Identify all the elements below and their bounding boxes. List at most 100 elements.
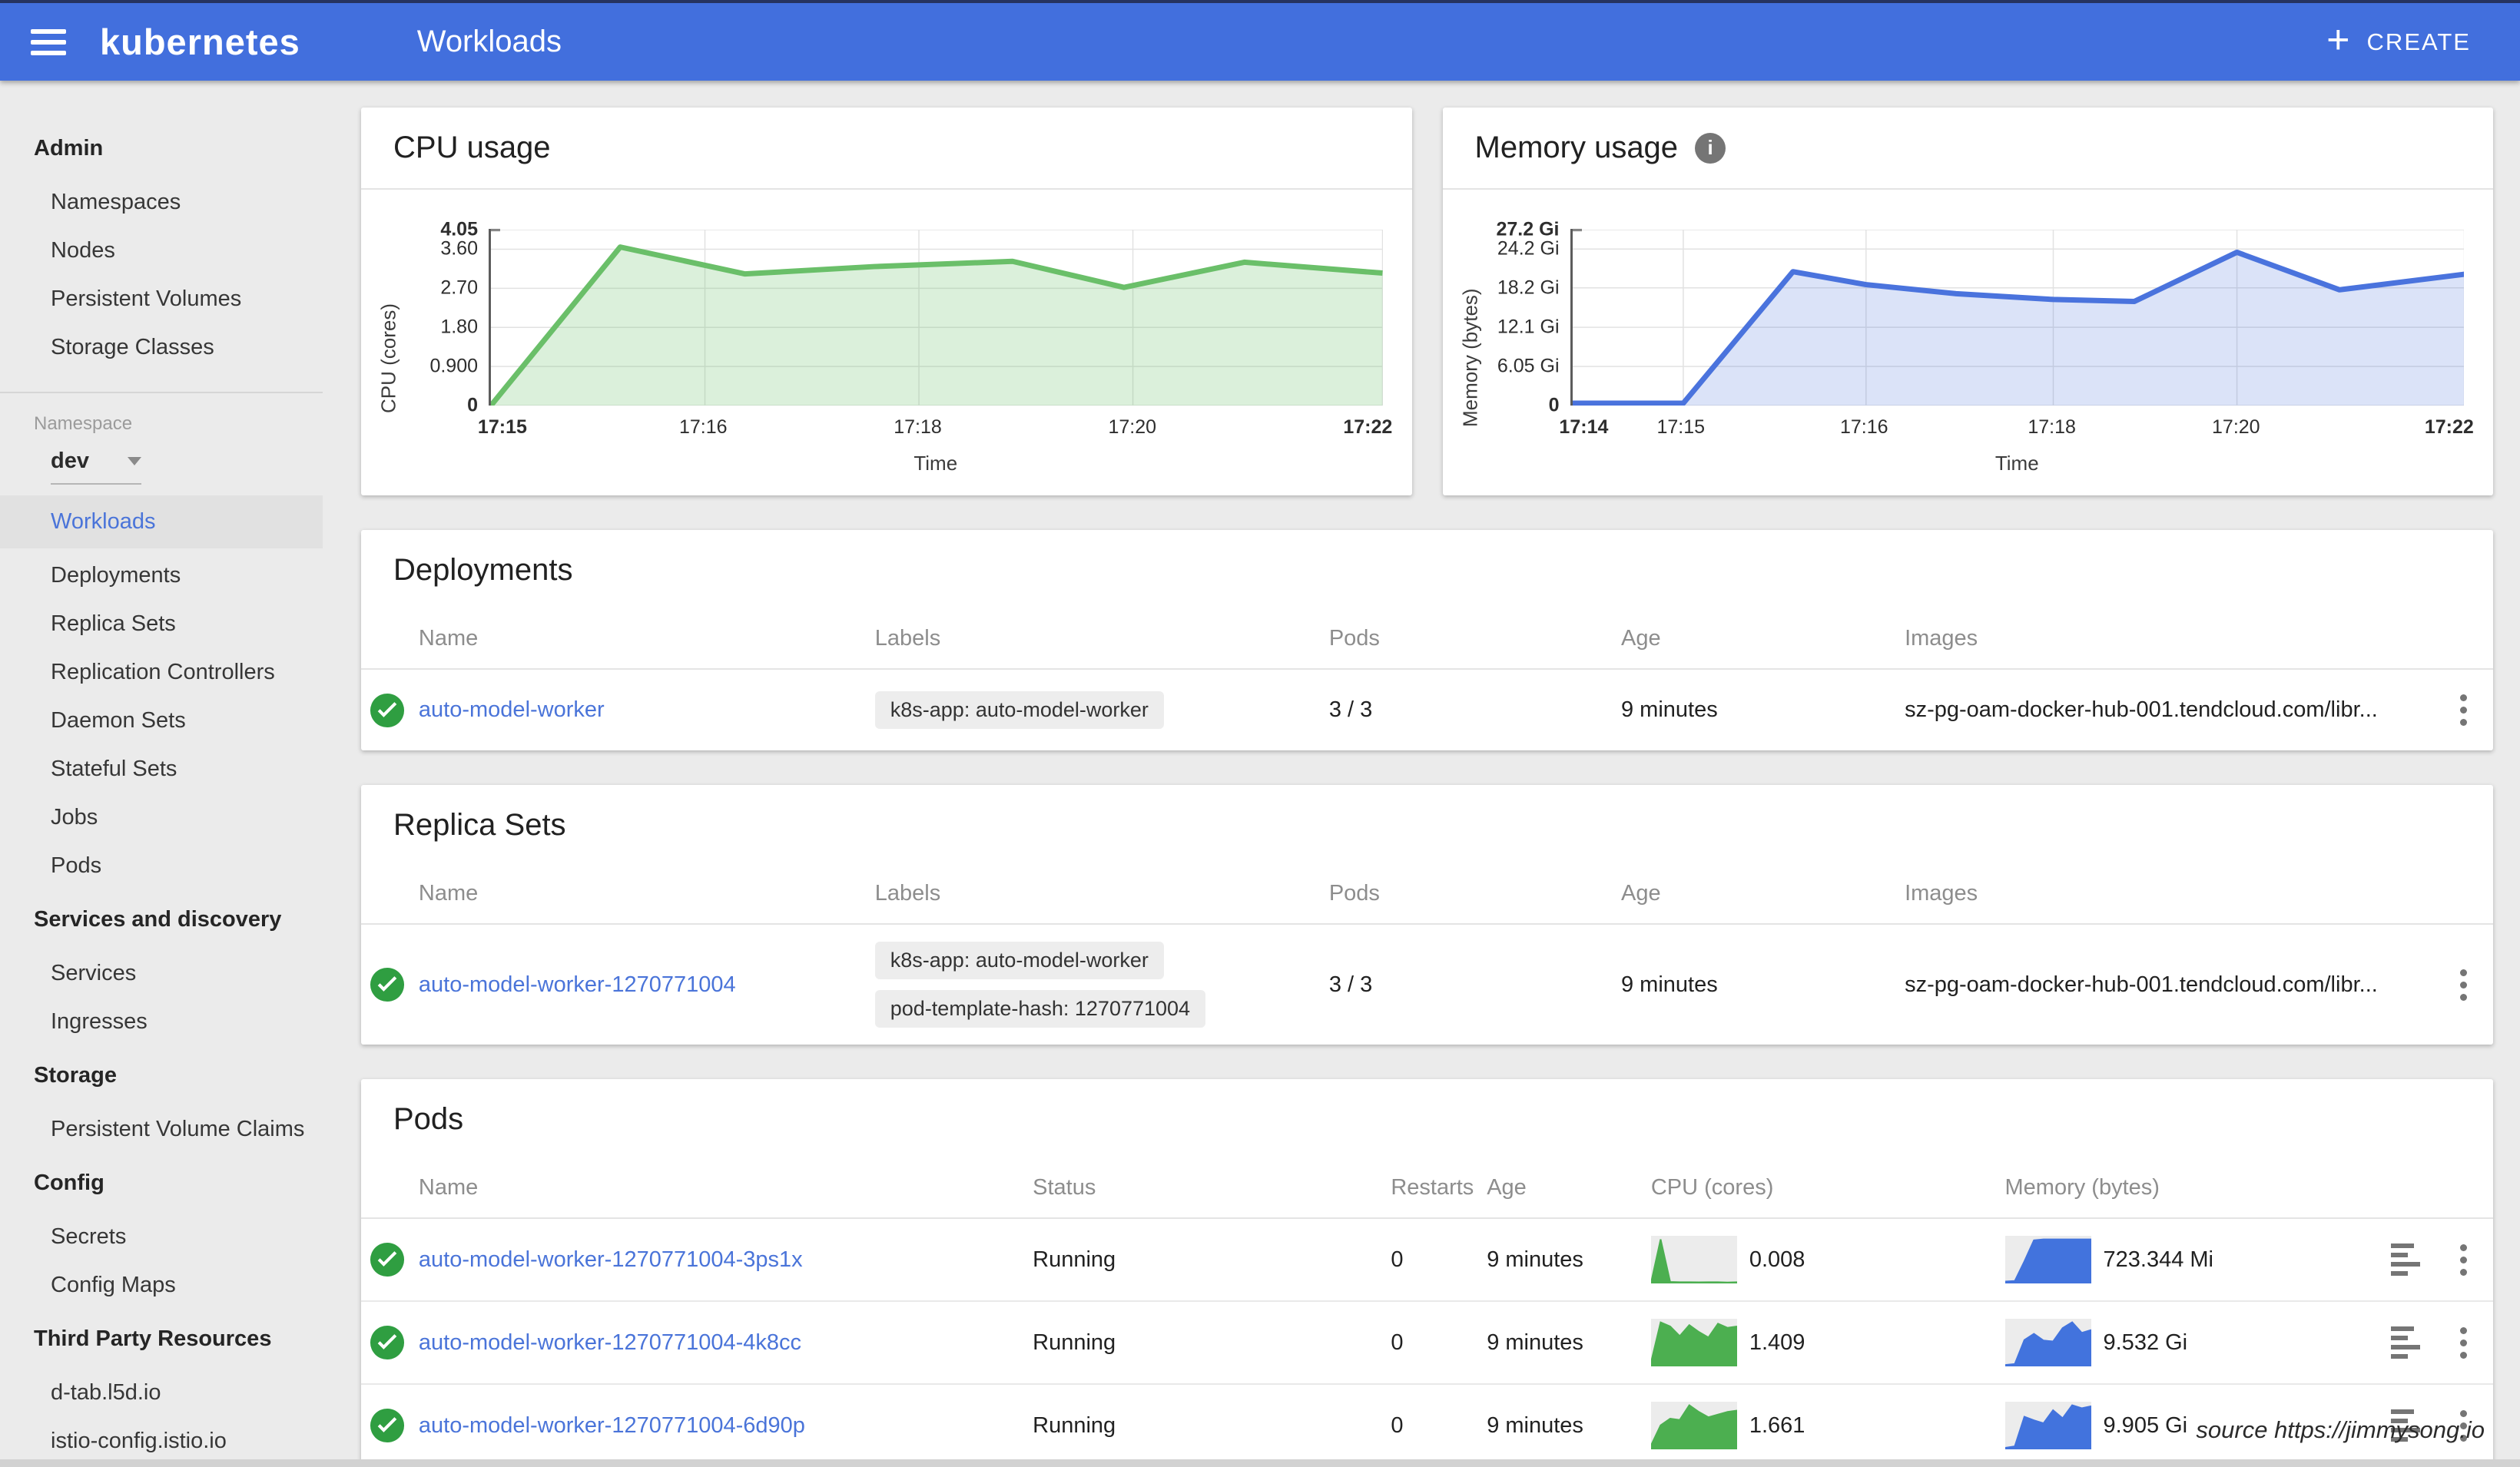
- cpu-sparkline: [1651, 1402, 1737, 1449]
- replica-set-name-link[interactable]: auto-model-worker-1270771004: [419, 972, 736, 997]
- sidebar-item-daemon-sets[interactable]: Daemon Sets: [0, 697, 323, 745]
- deployments-table: Name Labels Pods Age Images auto-model-w…: [361, 608, 2493, 750]
- logs-icon[interactable]: [2391, 1243, 2420, 1276]
- column-header-age: Age: [1621, 608, 1905, 669]
- pod-age: 9 minutes: [1487, 1384, 1651, 1466]
- info-icon[interactable]: i: [1695, 133, 1726, 164]
- sidebar-item-ingresses[interactable]: Ingresses: [0, 998, 323, 1046]
- sidebar-item-replica-sets[interactable]: Replica Sets: [0, 600, 323, 648]
- replica-sets-table: Name Labels Pods Age Images auto-model-w…: [361, 863, 2493, 1045]
- column-header-images: Images: [1905, 608, 2412, 669]
- sidebar-item-workloads[interactable]: Workloads: [0, 495, 323, 548]
- column-header-status-icon: [361, 1157, 419, 1218]
- pod-name-link[interactable]: auto-model-worker-1270771004-3ps1x: [419, 1247, 803, 1272]
- label-chip: pod-template-hash: 1270771004: [875, 990, 1205, 1028]
- pod-restarts: 0: [1391, 1301, 1487, 1384]
- app-brand: kubernetes: [100, 21, 300, 63]
- column-header-status: Status: [1033, 1157, 1391, 1218]
- pod-name-link[interactable]: auto-model-worker-1270771004-4k8cc: [419, 1330, 801, 1355]
- column-header-name: Name: [419, 608, 875, 669]
- cpu-sparkline: [1651, 1236, 1737, 1283]
- more-vert-icon[interactable]: [2452, 962, 2475, 1008]
- status-ok-icon: [370, 967, 405, 1002]
- column-header-status-icon: [361, 863, 419, 924]
- memory-chart-title: Memory usage: [1475, 131, 1679, 165]
- status-ok-icon: [370, 1242, 405, 1277]
- sidebar-item-secrets[interactable]: Secrets: [0, 1213, 323, 1261]
- column-header-age: Age: [1487, 1157, 1651, 1218]
- sidebar-item-persistent-volume-claims[interactable]: Persistent Volume Claims: [0, 1105, 323, 1154]
- cpu-chart-xlabel: Time: [489, 445, 1383, 486]
- pod-row: auto-model-worker-1270771004-3ps1x Runni…: [361, 1218, 2493, 1301]
- deployments-card: Deployments Name Labels Pods Age Images: [361, 530, 2493, 750]
- sidebar-section-storage: Storage: [0, 1046, 323, 1105]
- label-chip: k8s-app: auto-model-worker: [875, 691, 1164, 729]
- column-header-cpu: CPU (cores): [1651, 1157, 2005, 1218]
- namespace-selected-value: dev: [51, 449, 89, 474]
- label-chip: k8s-app: auto-model-worker: [875, 942, 1164, 979]
- column-header-labels: Labels: [875, 863, 1329, 924]
- sidebar-item-deployments[interactable]: Deployments: [0, 551, 323, 600]
- cpu-usage-chart: CPU (cores) 4.053.602.701.800.9000 17:15…: [361, 190, 1412, 495]
- pod-memory-value: 9.905 Gi: [2104, 1413, 2188, 1439]
- column-header-actions: [2374, 1157, 2493, 1218]
- sidebar-item-pods[interactable]: Pods: [0, 842, 323, 890]
- deployment-name-link[interactable]: auto-model-worker: [419, 697, 605, 722]
- pod-age: 9 minutes: [1487, 1301, 1651, 1384]
- sidebar-item-nodes[interactable]: Nodes: [0, 227, 323, 275]
- column-header-pods: Pods: [1329, 608, 1621, 669]
- replica-sets-card: Replica Sets Name Labels Pods Age Images: [361, 785, 2493, 1045]
- column-header-status-icon: [361, 608, 419, 669]
- create-button[interactable]: + CREATE: [2326, 25, 2471, 60]
- replica-sets-title: Replica Sets: [393, 808, 566, 843]
- memory-chart-plot: [1570, 230, 2465, 406]
- memory-usage-chart: Memory (bytes) 27.2 Gi24.2 Gi18.2 Gi12.1…: [1443, 190, 2494, 495]
- deployment-row: auto-model-worker k8s-app: auto-model-wo…: [361, 669, 2493, 750]
- cpu-chart-yticks: 4.053.602.701.800.9000: [406, 230, 489, 406]
- sidebar-item-storage-classes[interactable]: Storage Classes: [0, 323, 323, 372]
- pod-restarts: 0: [1391, 1384, 1487, 1466]
- main-content: CPU usage CPU (cores) 4.053.602.701.800.…: [361, 81, 2493, 1466]
- pod-cpu-value: 1.661: [1749, 1413, 1805, 1439]
- status-ok-icon: [370, 693, 405, 728]
- cpu-chart-title: CPU usage: [393, 131, 551, 165]
- memory-chart-ylabel: Memory (bytes): [1454, 230, 1487, 486]
- pod-name-link[interactable]: auto-model-worker-1270771004-6d90p: [419, 1413, 805, 1438]
- menu-icon[interactable]: [31, 29, 66, 55]
- column-header-images: Images: [1905, 863, 2412, 924]
- sidebar-item-dtab-l5d-io[interactable]: d-tab.l5d.io: [0, 1369, 323, 1417]
- sidebar-item-persistent-volumes[interactable]: Persistent Volumes: [0, 275, 323, 323]
- source-note: source https://jimmysong.io: [2196, 1416, 2485, 1444]
- column-header-age: Age: [1621, 863, 1905, 924]
- sidebar-item-istio-config-istio-io[interactable]: istio-config.istio.io: [0, 1417, 323, 1465]
- sidebar-item-replication-controllers[interactable]: Replication Controllers: [0, 648, 323, 697]
- logs-icon[interactable]: [2391, 1326, 2420, 1359]
- sidebar-section-third-party-resources: Third Party Resources: [0, 1310, 323, 1369]
- pod-row: auto-model-worker-1270771004-6d90p Runni…: [361, 1384, 2493, 1466]
- column-header-restarts: Restarts: [1391, 1157, 1487, 1218]
- memory-chart-xlabel: Time: [1570, 445, 2465, 486]
- memory-sparkline: [2005, 1319, 2091, 1366]
- memory-sparkline: [2005, 1402, 2091, 1449]
- pod-restarts: 0: [1391, 1218, 1487, 1301]
- more-vert-icon[interactable]: [2452, 1237, 2475, 1283]
- more-vert-icon[interactable]: [2452, 687, 2475, 734]
- deployment-age: 9 minutes: [1621, 669, 1905, 750]
- deployment-images: sz-pg-oam-docker-hub-001.tendcloud.com/l…: [1905, 669, 2412, 750]
- namespace-label: Namespace: [0, 404, 323, 438]
- pod-row: auto-model-worker-1270771004-4k8cc Runni…: [361, 1301, 2493, 1384]
- column-header-actions: [2412, 863, 2494, 924]
- sidebar-item-services[interactable]: Services: [0, 949, 323, 998]
- sidebar-item-stateful-sets[interactable]: Stateful Sets: [0, 745, 323, 793]
- sidebar-item-config-maps[interactable]: Config Maps: [0, 1261, 323, 1310]
- sidebar-item-namespaces[interactable]: Namespaces: [0, 178, 323, 227]
- namespace-select[interactable]: dev: [51, 449, 141, 485]
- pod-memory-value: 723.344 Mi: [2104, 1247, 2214, 1273]
- pod-age: 9 minutes: [1487, 1218, 1651, 1301]
- cpu-chart-plot: [489, 230, 1383, 406]
- sidebar-item-jobs[interactable]: Jobs: [0, 793, 323, 842]
- pod-memory-value: 9.532 Gi: [2104, 1330, 2188, 1356]
- memory-chart-xticks: 17:1417:1517:1617:1817:2017:22: [1570, 406, 2465, 445]
- pod-cpu-value: 1.409: [1749, 1330, 1805, 1356]
- more-vert-icon[interactable]: [2452, 1320, 2475, 1366]
